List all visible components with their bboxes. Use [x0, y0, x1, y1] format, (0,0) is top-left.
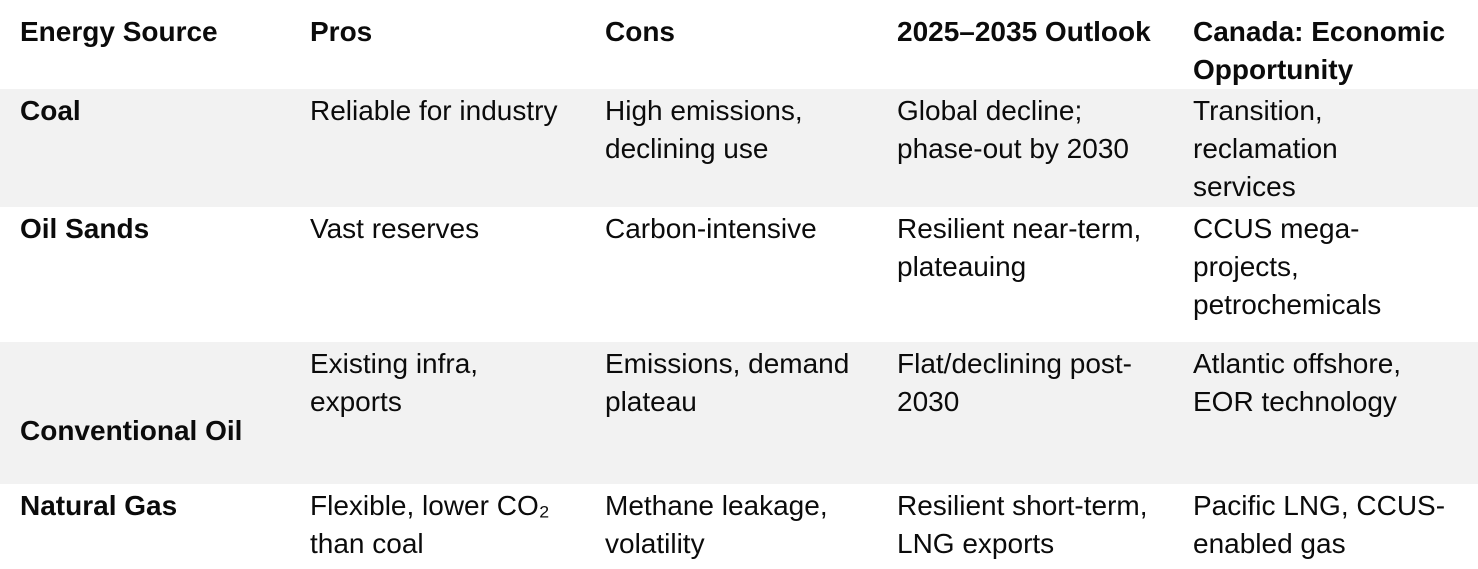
column-header-outlook: 2025–2035 Outlook: [897, 16, 1151, 47]
cell-coal-outlook: Global decline; phase-out by 2030: [897, 95, 1129, 164]
table-row-oil-sands: Oil Sands Vast reserves Carbon-intensive…: [0, 207, 1478, 342]
cell-natural-gas-outlook: Resilient short-term, LNG exports: [897, 490, 1148, 559]
cell-natural-gas-source: Natural Gas: [20, 490, 178, 521]
cell-conventional-oil-outlook: Flat/declining post- 2030: [897, 348, 1133, 417]
cell-coal-opportunity: Transition, reclamation services: [1193, 95, 1338, 202]
cell-natural-gas-cons: Methane leakage, volatility: [605, 490, 828, 559]
cell-coal-source: Coal: [20, 95, 81, 126]
cell-coal-pros: Reliable for industry: [310, 95, 558, 126]
cell-coal-cons: High emissions, declining use: [605, 95, 803, 164]
table-row-coal: Coal Reliable for industry High emission…: [0, 89, 1478, 207]
table-header-row: Energy Source Pros Cons 2025–2035 Outloo…: [0, 0, 1478, 89]
cell-conventional-oil-opportunity: Atlantic offshore, EOR technology: [1193, 348, 1402, 417]
column-header-energy-source: Energy Source: [20, 16, 218, 47]
table-row-conventional-oil: Conventional Oil Existing infra, exports…: [0, 342, 1478, 484]
cell-conventional-oil-pros: Existing infra, exports: [310, 348, 479, 417]
column-header-cons: Cons: [605, 16, 675, 47]
cell-oil-sands-cons: Carbon-intensive: [605, 213, 817, 244]
column-header-canada-opportunity: Canada: Economic Opportunity: [1193, 16, 1446, 85]
table-row-natural-gas: Natural Gas Flexible, lower CO₂ than coa…: [0, 484, 1478, 569]
cell-oil-sands-source: Oil Sands: [20, 213, 150, 244]
cell-oil-sands-pros: Vast reserves: [310, 213, 480, 244]
cell-conventional-oil-cons: Emissions, demand plateau: [605, 348, 850, 417]
cell-conventional-oil-source: Conventional Oil: [20, 415, 243, 446]
cell-oil-sands-outlook: Resilient near-term, plateauing: [897, 213, 1142, 282]
cell-natural-gas-opportunity: Pacific LNG, CCUS- enabled gas: [1193, 490, 1446, 559]
cell-oil-sands-opportunity: CCUS mega- projects, petrochemicals: [1193, 213, 1382, 320]
column-header-pros: Pros: [310, 16, 373, 47]
cell-natural-gas-pros: Flexible, lower CO₂ than coal: [310, 490, 550, 559]
